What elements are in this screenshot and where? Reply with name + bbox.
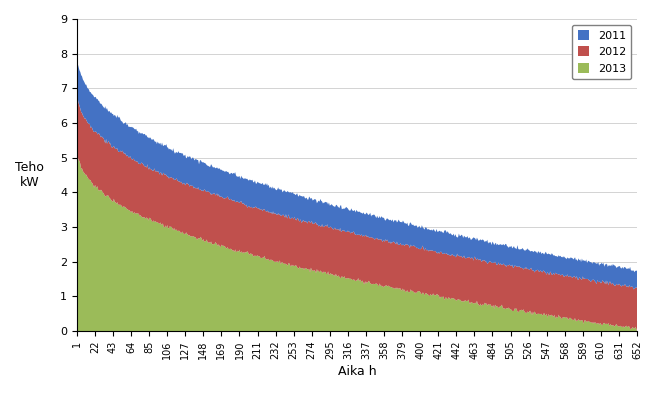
Legend: 2011, 2012, 2013: 2011, 2012, 2013	[572, 24, 631, 79]
X-axis label: Aika h: Aika h	[338, 365, 376, 378]
Y-axis label: Teho
kW: Teho kW	[15, 161, 44, 189]
